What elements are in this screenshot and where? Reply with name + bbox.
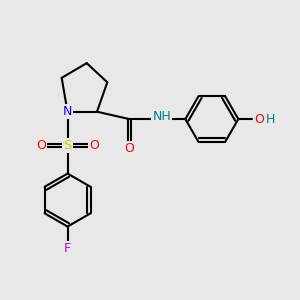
Text: O: O	[36, 139, 46, 152]
Text: O: O	[124, 142, 134, 155]
Text: O: O	[254, 112, 264, 126]
Text: S: S	[63, 139, 72, 152]
Text: F: F	[64, 242, 71, 255]
Text: H: H	[266, 112, 275, 126]
Text: NH: NH	[152, 110, 171, 123]
Text: O: O	[89, 139, 99, 152]
Text: N: N	[63, 105, 72, 118]
